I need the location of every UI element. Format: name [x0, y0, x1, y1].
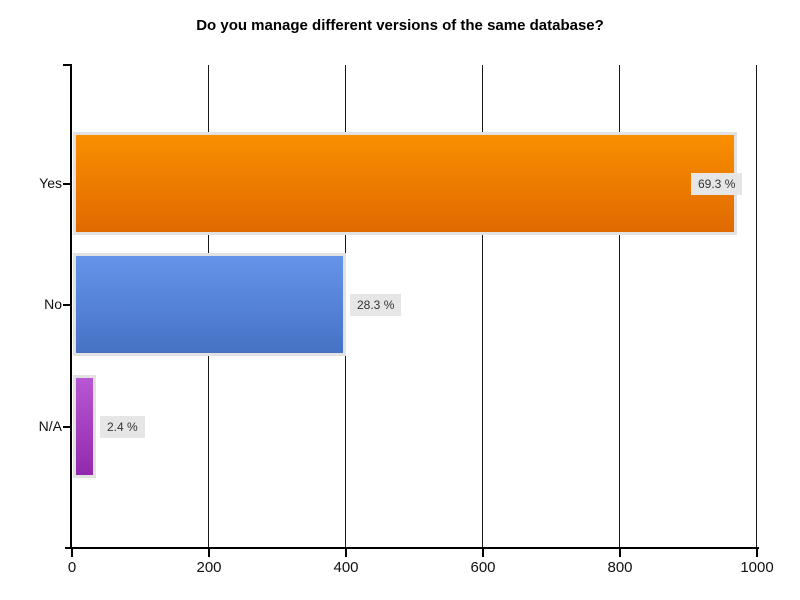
x-axis-tick-label-200: 200 [196, 559, 222, 576]
gridline-800 [619, 65, 620, 548]
y-axis-top-tick [63, 64, 70, 66]
category-label-n-a: N/A [38, 418, 62, 434]
x-axis-tick-label-600: 600 [470, 559, 496, 576]
x-axis-tick-label-400: 400 [333, 559, 359, 576]
x-axis-tick-label-0: 0 [67, 559, 77, 576]
x-axis-tick-800 [619, 549, 621, 557]
y-axis-line [70, 64, 72, 548]
x-axis-tick-label-1000: 1000 [740, 559, 774, 576]
bar-n-a [73, 375, 96, 478]
x-axis-tick-600 [482, 549, 484, 557]
gridline-600 [482, 65, 483, 548]
bar-yes [73, 132, 737, 235]
category-label-no: No [44, 296, 62, 312]
chart-title: Do you manage different versions of the … [196, 17, 604, 34]
bar-no [73, 253, 346, 356]
x-axis-tick-200 [208, 549, 210, 557]
x-axis-tick-0 [71, 549, 73, 557]
value-label-yes: 69.3 % [691, 173, 743, 195]
x-axis-tick-label-800: 800 [607, 559, 633, 576]
y-axis-tick-n-a [63, 426, 70, 428]
y-axis-tick-no [63, 304, 70, 306]
x-axis-tick-400 [345, 549, 347, 557]
x-axis-line [65, 547, 759, 549]
x-axis-tick-1000 [756, 549, 758, 557]
value-label-n-a: 2.4 % [100, 416, 145, 438]
category-label-yes: Yes [39, 175, 62, 191]
gridline-1000 [756, 65, 757, 548]
y-axis-tick-yes [63, 183, 70, 185]
value-label-no: 28.3 % [350, 294, 402, 316]
